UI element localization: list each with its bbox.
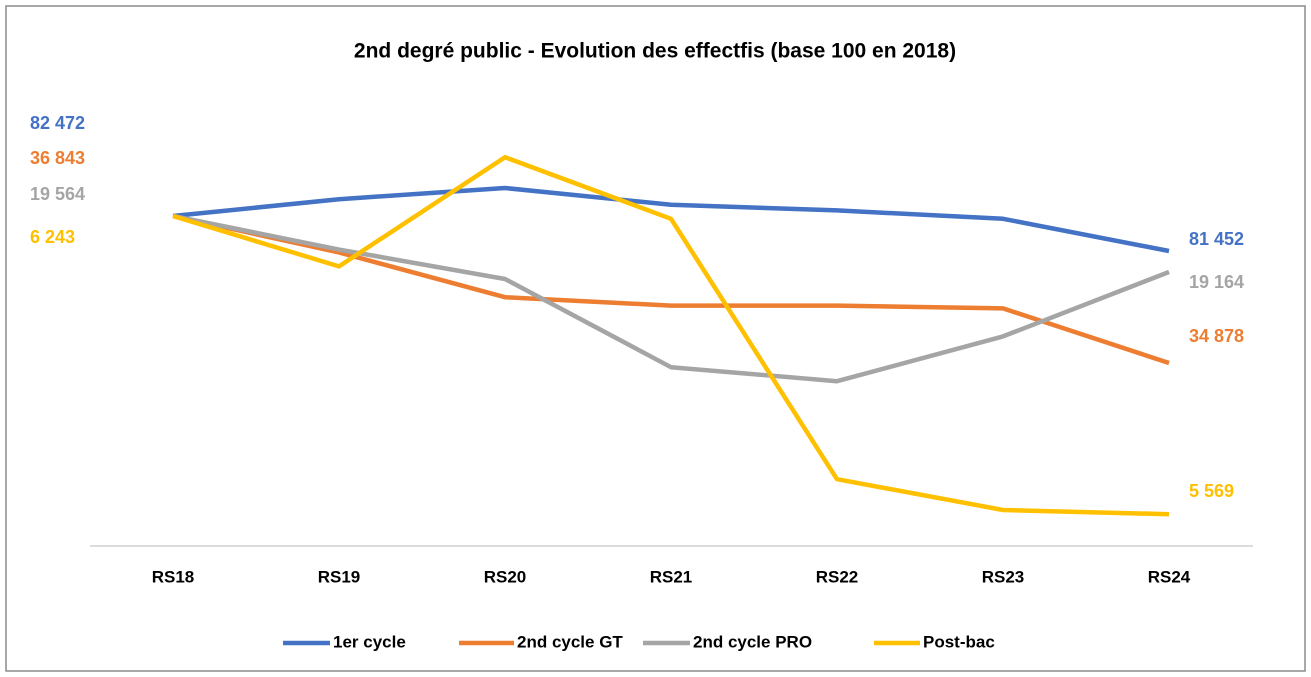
- chart-title: 2nd degré public - Evolution des effectf…: [354, 40, 956, 63]
- legend-label: Post-bac: [923, 632, 995, 651]
- end-label: 34 878: [1189, 326, 1244, 346]
- x-tick-label: RS23: [982, 567, 1025, 586]
- start-label: 36 843: [30, 148, 85, 168]
- start-label: 19 564: [30, 184, 85, 204]
- x-tick-label: RS18: [152, 567, 195, 586]
- legend-label: 2nd cycle GT: [517, 632, 623, 651]
- x-tick-label: RS22: [816, 567, 859, 586]
- series-line: [172, 154, 1170, 517]
- series-line: [172, 213, 1170, 384]
- start-label: 6 243: [30, 227, 75, 247]
- end-label: 19 164: [1189, 272, 1244, 292]
- end-label: 5 569: [1189, 481, 1234, 501]
- series-line: [172, 185, 1170, 254]
- x-tick-label: RS24: [1148, 567, 1191, 586]
- end-label: 81 452: [1189, 229, 1244, 249]
- legend-label: 1er cycle: [333, 632, 406, 651]
- start-label: 82 472: [30, 113, 85, 133]
- series-line: [172, 213, 1170, 366]
- x-tick-label: RS20: [484, 567, 527, 586]
- legend-label: 2nd cycle PRO: [693, 632, 812, 651]
- x-tick-label: RS19: [318, 567, 361, 586]
- x-tick-label: RS21: [650, 567, 693, 586]
